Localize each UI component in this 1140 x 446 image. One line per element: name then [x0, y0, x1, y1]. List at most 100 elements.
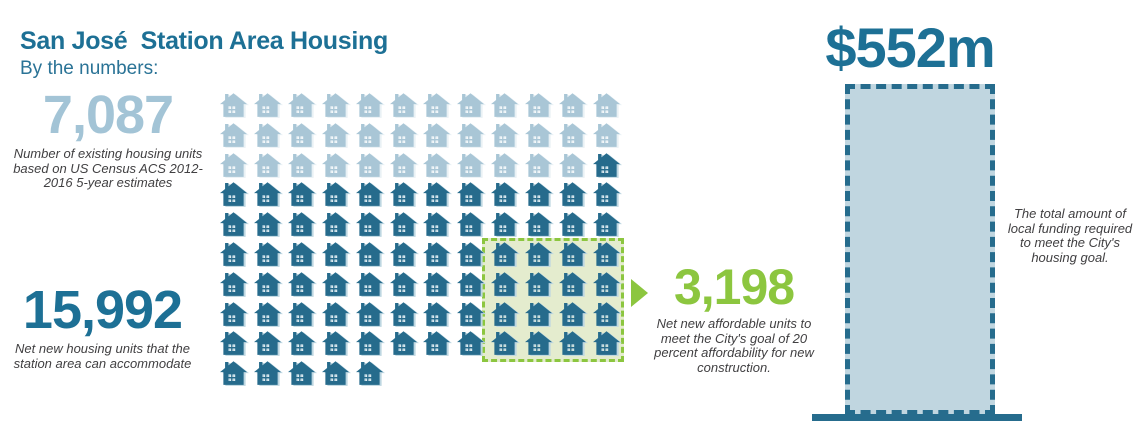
- house-icon: [457, 211, 485, 237]
- house-icon: [321, 271, 349, 297]
- house-icon: [355, 92, 383, 118]
- funding-bar: [845, 84, 995, 415]
- header: San José Station Area Housing By the num…: [20, 27, 388, 80]
- house-icon: [423, 301, 451, 327]
- house-icon: [355, 211, 383, 237]
- house-icon: [253, 122, 281, 148]
- house-icon: [491, 152, 519, 178]
- house-icon: [559, 301, 586, 327]
- house-icon: [491, 122, 519, 148]
- house-icon: [559, 271, 586, 297]
- house-icon: [592, 181, 620, 207]
- house-icon: [389, 271, 417, 297]
- house-icon: [287, 152, 315, 178]
- house-icon: [423, 241, 451, 267]
- house-icon: [559, 181, 586, 207]
- page-title: San José Station Area Housing: [20, 27, 388, 55]
- house-icon: [389, 301, 417, 327]
- house-icon: [423, 152, 451, 178]
- house-icon: [321, 360, 349, 386]
- house-icon: [491, 181, 519, 207]
- house-icon: [389, 330, 417, 356]
- house-icon: [287, 271, 315, 297]
- house-icon: [287, 122, 315, 148]
- house-icon: [355, 122, 383, 148]
- house-icon: [220, 271, 247, 297]
- house-icon: [592, 122, 620, 148]
- existing-units-value: 7,087: [42, 85, 174, 145]
- house-icon: [423, 271, 451, 297]
- house-icon: [355, 360, 383, 386]
- house-icon: [592, 271, 620, 297]
- house-icon: [321, 152, 349, 178]
- house-icon: [220, 152, 247, 178]
- house-icon: [253, 301, 281, 327]
- house-icon: [491, 301, 519, 327]
- house-icon: [321, 301, 349, 327]
- house-icon: [287, 211, 315, 237]
- house-icon: [321, 181, 349, 207]
- house-icon: [592, 211, 620, 237]
- house-icon: [457, 181, 485, 207]
- funding-value: $552m: [825, 16, 995, 79]
- house-icon: [525, 271, 553, 297]
- house-icon: [525, 92, 553, 118]
- house-icon: [559, 122, 586, 148]
- house-icon: [253, 330, 281, 356]
- house-icon: [592, 92, 620, 118]
- house-icon: [525, 301, 553, 327]
- existing-units-caption: Number of existing housing units based o…: [13, 146, 203, 191]
- house-icon: [389, 181, 417, 207]
- house-icon: [525, 122, 553, 148]
- house-icon: [559, 211, 586, 237]
- funding-axis-line: [812, 414, 1022, 421]
- house-grid: [220, 92, 630, 392]
- house-icon: [423, 92, 451, 118]
- house-icon: [321, 211, 349, 237]
- affordable-units-caption: Net new affordable units to meet the Cit…: [654, 316, 814, 376]
- house-icon: [525, 241, 553, 267]
- house-icon: [253, 92, 281, 118]
- house-icon: [287, 301, 315, 327]
- house-icon: [389, 241, 417, 267]
- house-icon: [389, 152, 417, 178]
- house-icon: [389, 211, 417, 237]
- net-new-units-value: 15,992: [22, 280, 183, 340]
- house-icon: [491, 211, 519, 237]
- house-icon: [389, 122, 417, 148]
- house-icon: [592, 152, 620, 178]
- house-icon: [491, 92, 519, 118]
- house-icon: [220, 301, 247, 327]
- stat-existing-units: 7,087 Number of existing housing units b…: [3, 88, 213, 191]
- house-icon: [457, 301, 485, 327]
- house-icon: [253, 241, 281, 267]
- house-icon: [491, 271, 519, 297]
- stat-affordable-units: 3,198 Net new affordable units to meet t…: [645, 262, 823, 376]
- house-icon: [287, 330, 315, 356]
- house-icon: [287, 92, 315, 118]
- house-icon: [559, 92, 586, 118]
- house-icon: [253, 152, 281, 178]
- house-icon: [592, 301, 620, 327]
- house-icon: [220, 330, 247, 356]
- house-icon: [321, 92, 349, 118]
- net-new-units-caption: Net new housing units that the station a…: [13, 341, 192, 371]
- house-icon: [287, 181, 315, 207]
- house-icon: [457, 241, 485, 267]
- house-icon: [253, 360, 281, 386]
- house-icon: [220, 122, 247, 148]
- house-icon: [220, 92, 247, 118]
- house-icon: [253, 181, 281, 207]
- house-icon: [253, 211, 281, 237]
- house-icon: [287, 241, 315, 267]
- house-icon: [321, 330, 349, 356]
- house-icon: [321, 122, 349, 148]
- house-icon: [457, 271, 485, 297]
- house-icon: [253, 271, 281, 297]
- house-icon: [423, 330, 451, 356]
- house-icon: [423, 211, 451, 237]
- stat-net-new-units: 15,992 Net new housing units that the st…: [0, 283, 205, 371]
- house-icon: [592, 241, 620, 267]
- house-icon: [220, 241, 247, 267]
